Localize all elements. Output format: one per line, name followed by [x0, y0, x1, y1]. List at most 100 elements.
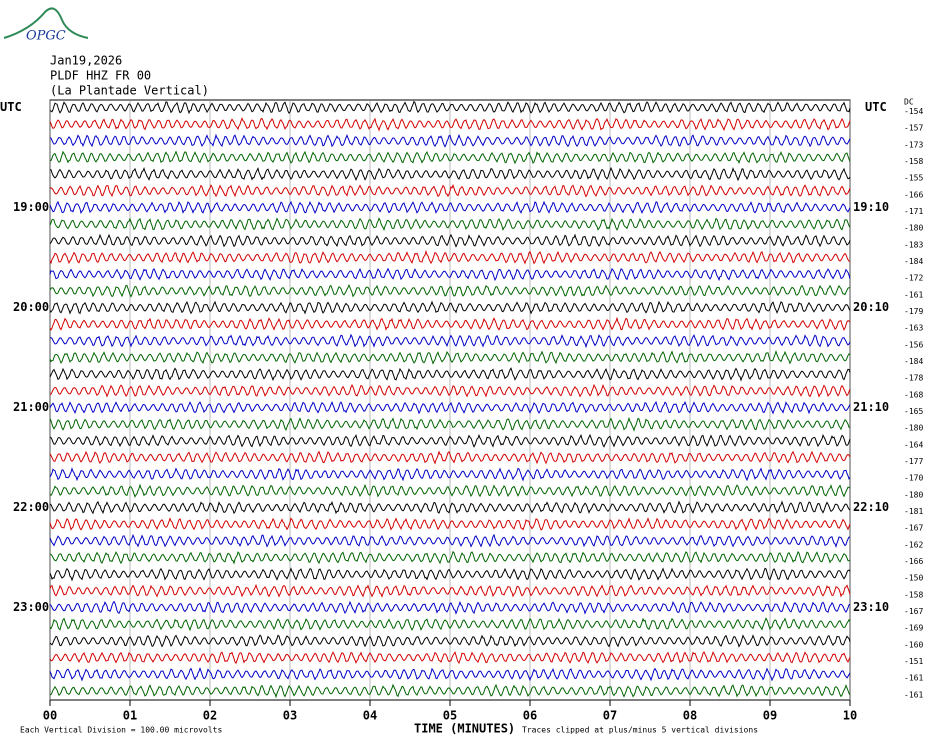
- x-tick-label: 03: [283, 709, 297, 723]
- trace: [49, 283, 851, 298]
- dc-offset: -169: [904, 624, 923, 633]
- trace: [49, 200, 851, 215]
- dc-offset: -161: [904, 290, 923, 299]
- x-tick-label: 01: [123, 709, 137, 723]
- dc-offset: -167: [904, 607, 923, 616]
- trace: [49, 183, 851, 198]
- row-label-right: 21:10: [853, 400, 889, 414]
- trace: [49, 483, 851, 498]
- trace: [49, 133, 851, 148]
- logo: OPGC: [26, 29, 66, 44]
- dc-offset: -172: [904, 274, 923, 283]
- trace: [49, 517, 851, 532]
- row-label-right: 19:10: [853, 200, 889, 214]
- dc-offset: -158: [904, 590, 923, 599]
- row-label-left: 22:00: [13, 500, 49, 514]
- dc-offset: -162: [904, 540, 923, 549]
- footer-right: Traces clipped at plus/minus 5 vertical …: [522, 726, 758, 735]
- title-line: Jan19,2026: [50, 54, 122, 68]
- dc-offset: -179: [904, 307, 923, 316]
- dc-offset: -154: [904, 107, 923, 116]
- x-tick-label: 07: [603, 709, 617, 723]
- trace: [50, 166, 851, 182]
- trace: [49, 400, 851, 415]
- dc-offset: -171: [904, 207, 923, 216]
- trace: [49, 467, 851, 482]
- dc-offset: -168: [904, 390, 923, 399]
- dc-offset: -180: [904, 490, 923, 499]
- dc-offset: -183: [904, 240, 923, 249]
- trace: [49, 267, 851, 282]
- logo-mark: [3, 7, 89, 39]
- x-tick-label: 02: [203, 709, 217, 723]
- x-tick-label: 06: [523, 709, 537, 723]
- dc-offset: -156: [904, 340, 923, 349]
- dc-offset: -157: [904, 124, 923, 133]
- row-label-right: UTC: [865, 100, 887, 114]
- dc-offset: -167: [904, 524, 923, 533]
- trace: [49, 333, 851, 349]
- trace: [49, 634, 851, 648]
- trace: [49, 600, 851, 615]
- dc-offset: -166: [904, 190, 923, 199]
- dc-offset: -161: [904, 690, 923, 699]
- dc-offset: -165: [904, 407, 923, 416]
- dc-offset: -163: [904, 324, 923, 333]
- footer-left: Each Vertical Division = 100.00 microvol…: [20, 726, 222, 735]
- dc-offset: -170: [904, 474, 923, 483]
- dc-offset: -178: [904, 374, 923, 383]
- dc-offset: -184: [904, 257, 923, 266]
- dc-offset: -173: [904, 140, 923, 149]
- dc-offset: -181: [904, 507, 923, 516]
- dc-offset: -166: [904, 557, 923, 566]
- trace: [49, 383, 851, 398]
- trace: [49, 233, 851, 248]
- trace: [49, 350, 851, 365]
- row-label-left: 21:00: [13, 400, 49, 414]
- dc-offset: -158: [904, 157, 923, 166]
- x-tick-label: 09: [763, 709, 777, 723]
- trace: [49, 150, 851, 165]
- x-axis-label: TIME (MINUTES): [414, 722, 515, 736]
- row-label-right: 20:10: [853, 300, 889, 314]
- dc-label: DC: [904, 98, 914, 107]
- dc-offset: -180: [904, 224, 923, 233]
- trace: [49, 433, 851, 448]
- x-tick-label: 10: [843, 709, 857, 723]
- dc-offset: -160: [904, 640, 923, 649]
- trace: [49, 450, 851, 465]
- x-tick-label: 08: [683, 709, 697, 723]
- dc-offset: -151: [904, 657, 923, 666]
- dc-offset: -180: [904, 424, 923, 433]
- trace: [49, 567, 851, 582]
- row-label-right: 23:10: [853, 600, 889, 614]
- x-tick-label: 04: [363, 709, 377, 723]
- dc-offset: -177: [904, 457, 923, 466]
- dc-offset: -155: [904, 174, 923, 183]
- row-label-left: 20:00: [13, 300, 49, 314]
- trace: [49, 583, 851, 598]
- trace: [49, 217, 851, 232]
- trace: [49, 683, 851, 699]
- title-line: (La Plantade Vertical): [50, 84, 209, 98]
- trace: [49, 249, 851, 265]
- trace: [49, 651, 851, 665]
- trace: [49, 550, 851, 565]
- trace: [49, 367, 851, 382]
- trace: [49, 316, 851, 331]
- title-line: PLDF HHZ FR 00: [50, 69, 151, 83]
- row-label-left: 23:00: [13, 600, 49, 614]
- trace: [49, 533, 850, 548]
- trace: [49, 667, 851, 682]
- trace: [49, 300, 851, 315]
- dc-offset: -150: [904, 574, 923, 583]
- dc-offset: -164: [904, 440, 923, 449]
- trace: [49, 100, 851, 115]
- row-label-right: 22:10: [853, 500, 889, 514]
- dc-offset: -184: [904, 357, 923, 366]
- trace: [49, 617, 851, 632]
- row-label-left: UTC: [0, 100, 22, 114]
- x-tick-label: 05: [443, 709, 457, 723]
- dc-offset: -161: [904, 674, 923, 683]
